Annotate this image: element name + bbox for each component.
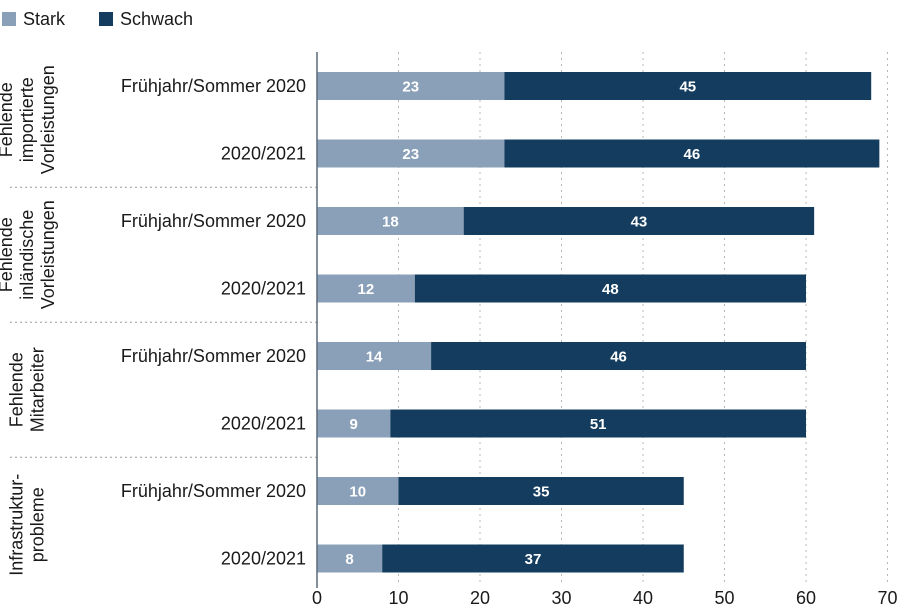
data-label-stark: 10 (349, 484, 366, 501)
group-label: Fehlende (0, 217, 16, 292)
legend-swatch-schwach (99, 12, 114, 26)
group-label: Fehlende (7, 352, 27, 427)
group-label: probleme (28, 487, 48, 562)
legend-item-schwach: Schwach (99, 9, 193, 30)
bar-schwach (504, 139, 880, 168)
legend-item-stark: Stark (2, 9, 65, 30)
bar-stark (317, 477, 399, 505)
data-label-stark: 23 (402, 146, 419, 163)
bar-stark (317, 207, 464, 235)
data-label-schwach: 37 (525, 551, 542, 568)
bar-stark (317, 544, 383, 573)
category-label: 2020/2021 (221, 144, 306, 164)
data-label-schwach: 46 (684, 146, 701, 163)
x-tick-label: 30 (551, 588, 571, 608)
bar-schwach (504, 72, 872, 100)
x-tick-label: 60 (796, 588, 816, 608)
bar-stark (317, 409, 391, 438)
group-label: Vorleistungen (38, 65, 58, 174)
legend-label-stark: Stark (23, 8, 66, 29)
data-label-schwach: 43 (631, 214, 648, 231)
bar-schwach (431, 342, 806, 370)
category-label: Frühjahr/Sommer 2020 (121, 211, 306, 231)
group-label: Fehlende (0, 82, 16, 157)
legend-swatch-stark (2, 12, 16, 26)
category-label: 2020/2021 (221, 414, 306, 434)
data-label-schwach: 35 (533, 484, 550, 501)
category-label: 2020/2021 (221, 549, 306, 569)
group-label: importierte (17, 77, 37, 162)
x-tick-label: 70 (877, 588, 897, 608)
x-tick-label: 40 (633, 588, 653, 608)
bar-schwach (463, 207, 815, 235)
x-tick-label: 0 (312, 588, 322, 608)
data-label-stark: 18 (382, 214, 399, 231)
data-label-schwach: 48 (602, 281, 619, 298)
data-label-stark: 9 (350, 416, 358, 433)
bar-schwach (398, 477, 684, 505)
group-label: inländische (17, 210, 37, 300)
group-label: Vorleistungen (38, 200, 58, 309)
data-label-schwach: 46 (610, 349, 627, 366)
category-label: Frühjahr/Sommer 2020 (121, 481, 306, 501)
legend-label-schwach: Schwach (120, 8, 194, 29)
group-label: Mitarbeiter (28, 347, 48, 432)
data-label-stark: 14 (366, 349, 383, 366)
data-label-stark: 12 (358, 281, 375, 298)
data-label-stark: 23 (402, 79, 419, 96)
data-label-schwach: 51 (590, 416, 607, 433)
category-label: 2020/2021 (221, 279, 306, 299)
bar-stark (317, 342, 432, 370)
chart-legend: Stark Schwach (2, 7, 227, 31)
category-label: Frühjahr/Sommer 2020 (121, 346, 306, 366)
data-label-schwach: 45 (679, 79, 696, 96)
bar-stark (317, 274, 415, 303)
group-label: Infrastruktur- (7, 474, 27, 576)
bar-schwach (382, 544, 684, 573)
x-tick-label: 10 (388, 588, 408, 608)
x-tick-label: 20 (470, 588, 490, 608)
bar-schwach (414, 274, 806, 303)
data-label-stark: 8 (345, 551, 353, 568)
bar-stark (317, 72, 505, 100)
bar-stark (317, 139, 505, 168)
category-label: Frühjahr/Sommer 2020 (121, 76, 306, 96)
x-tick-label: 50 (714, 588, 734, 608)
bar-schwach (390, 409, 806, 438)
